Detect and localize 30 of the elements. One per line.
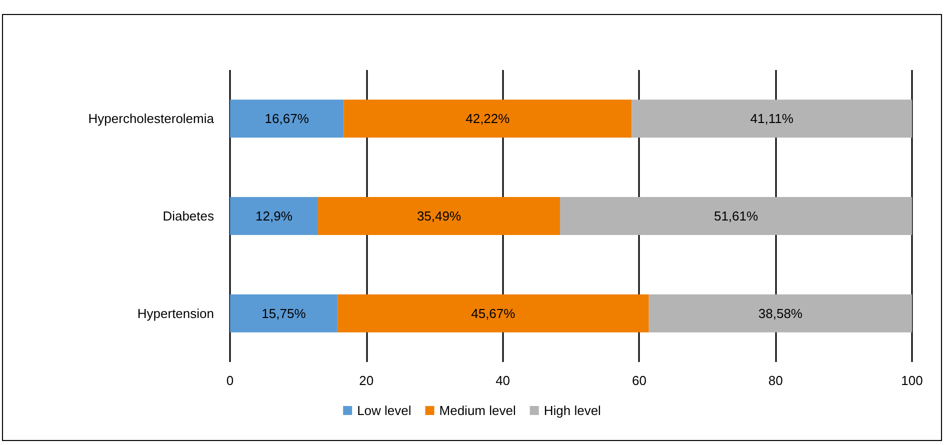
x-tick-label: 0	[226, 373, 234, 388]
y-tick-label: Hypertension	[137, 306, 214, 321]
bar	[318, 197, 560, 235]
y-tick-label: Hypercholesterolemia	[88, 111, 215, 126]
data-label: 51,61%	[714, 208, 758, 224]
x-tick-label: 100	[901, 373, 923, 388]
bar	[230, 197, 318, 235]
x-tick-label: 40	[496, 373, 510, 388]
data-label: 45,67%	[471, 306, 516, 321]
bar	[648, 294, 912, 332]
data-label: 35,49%	[416, 208, 462, 224]
data-label: 38,58%	[758, 306, 803, 321]
data-label: 15,75%	[262, 306, 306, 321]
x-tick-label: 80	[768, 373, 783, 388]
legend-label: High level	[544, 403, 602, 418]
x-tick-label: 20	[359, 373, 374, 388]
y-tick-label: Diabetes	[162, 208, 214, 224]
data-label: 16,67%	[264, 111, 310, 126]
legend-label: Low level	[357, 403, 412, 418]
data-label: 12,9%	[256, 208, 293, 224]
data-label: 42,22%	[466, 111, 510, 126]
bar	[560, 197, 912, 235]
data-label: 41,11%	[750, 111, 794, 126]
bar	[344, 100, 632, 138]
bar	[632, 100, 912, 138]
x-tick-label: 60	[632, 373, 646, 388]
bar	[230, 100, 344, 138]
bar	[337, 294, 649, 332]
bar	[230, 294, 338, 332]
legend-label: Medium level	[439, 403, 516, 418]
